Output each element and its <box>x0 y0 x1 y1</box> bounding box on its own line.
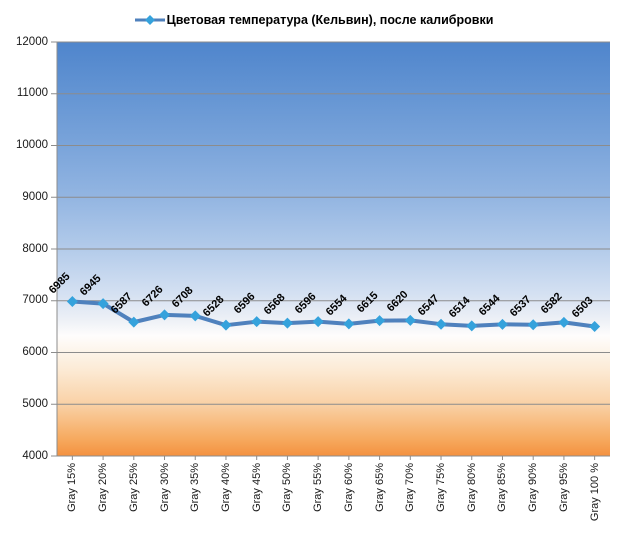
data-point-marker <box>589 320 601 332</box>
x-axis-tick-label: Gray 95% <box>557 463 570 512</box>
data-point-marker <box>404 314 416 326</box>
x-axis-tick-label: Gray 70% <box>404 463 417 512</box>
x-axis-tick-label: Gray 50% <box>281 463 294 512</box>
y-axis-tick-label: 7000 <box>22 294 48 307</box>
data-point-marker <box>189 310 201 322</box>
x-axis-tick-label: Gray 90% <box>527 463 540 512</box>
y-axis-tick-label: 10000 <box>16 139 48 151</box>
data-point-marker <box>527 319 539 331</box>
x-axis-tick-label: Gray 45% <box>250 463 263 512</box>
data-point-marker <box>281 317 293 329</box>
x-axis-tick-label: Gray 55% <box>312 463 325 512</box>
chart-legend: Цветовая температура (Кельвин), после ка… <box>0 9 627 31</box>
x-axis-tick-label: Gray 40% <box>219 463 232 512</box>
data-point-marker <box>97 298 109 310</box>
data-point-marker <box>251 316 263 328</box>
x-axis-tick-label: Gray 85% <box>496 463 509 512</box>
x-axis-tick-label: Gray 15% <box>66 463 79 512</box>
data-point-marker <box>343 318 355 330</box>
data-point-marker <box>374 315 386 327</box>
x-axis-tick-label: Gray 75% <box>435 463 448 512</box>
data-point-marker <box>558 316 570 328</box>
data-point-marker <box>220 319 232 331</box>
x-axis-tick-label: Gray 20% <box>97 463 110 512</box>
y-axis-tick-label: 6000 <box>22 346 48 358</box>
data-point-marker <box>466 320 478 332</box>
x-axis-tick-label: Gray 65% <box>373 463 386 512</box>
data-point-marker <box>312 316 324 328</box>
data-point-marker <box>66 296 78 308</box>
x-axis-tick-label: Gray 100 % <box>588 463 601 522</box>
legend-line-marker-icon <box>134 15 165 25</box>
data-point-marker <box>159 309 171 321</box>
x-axis-tick-label: Gray 25% <box>127 463 140 512</box>
legend-label: Цветовая температура (Кельвин), после ка… <box>166 13 494 27</box>
y-axis-tick-label: 9000 <box>22 190 48 203</box>
x-axis-tick-label: Gray 35% <box>189 463 202 512</box>
y-axis-tick-label: 11000 <box>16 87 48 100</box>
data-point-marker <box>496 318 508 330</box>
legend-diamond-icon <box>144 15 155 25</box>
data-point-marker <box>435 318 447 330</box>
y-axis-tick-label: 12000 <box>16 35 48 48</box>
x-axis-tick-label: Gray 80% <box>465 463 478 512</box>
y-axis-tick-label: 4000 <box>22 449 48 462</box>
x-axis-tick-label: Gray 30% <box>158 463 171 512</box>
y-axis-tick-label: 5000 <box>22 397 48 410</box>
y-axis-tick-label: 8000 <box>22 242 48 255</box>
data-point-marker <box>128 316 140 328</box>
x-axis-tick-label: Gray 60% <box>342 463 355 512</box>
